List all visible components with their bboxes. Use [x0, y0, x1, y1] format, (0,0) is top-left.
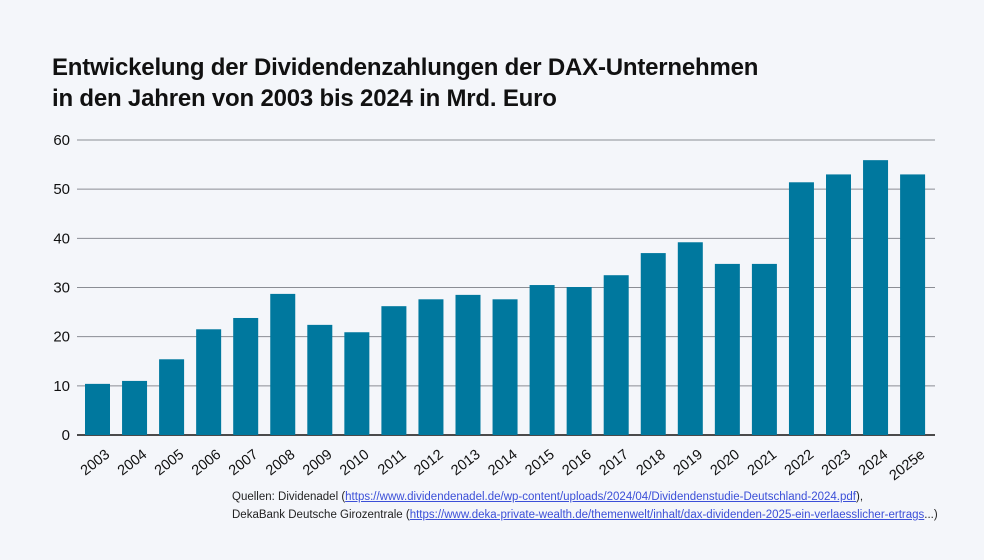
source-link-2[interactable]: https://www.deka-private-wealth.de/theme…	[409, 509, 925, 521]
x-tick-label: 2012	[411, 447, 446, 479]
bar-2006	[196, 329, 222, 435]
x-tick-label: 2016	[559, 447, 594, 479]
x-tick-label: 2023	[819, 447, 854, 479]
bar-2007	[233, 317, 259, 435]
bar-2013	[455, 294, 481, 435]
bar-2022	[788, 182, 814, 435]
x-tick-label: 2017	[597, 447, 632, 479]
bar-2004	[122, 380, 148, 435]
bar-2011	[381, 306, 407, 435]
bar-2003	[85, 383, 110, 435]
source-suffix: ...)	[924, 509, 938, 521]
source-prefix: Quellen: Dividenadel (	[232, 491, 346, 503]
y-tick-label: 10	[53, 378, 70, 395]
x-tick-label: 2003	[78, 447, 113, 479]
bar-2017	[603, 275, 629, 435]
y-tick-label: 30	[53, 280, 70, 297]
bar-2024	[863, 160, 889, 436]
source-link-1[interactable]: https://www.dividendenadel.de/wp-content…	[345, 491, 856, 503]
bar-chart: 0 10 20 30 40 50 60 2003 2004 2005 2006 2007 2008 200…	[53, 132, 935, 484]
x-tick-label: 2024	[856, 447, 891, 479]
title-line-1: Entwickelung der Dividendenzahlungen der…	[52, 54, 759, 81]
x-tick-label: 2022	[782, 447, 817, 479]
bar-2021	[751, 263, 777, 435]
chart-title: Entwickelung der Dividendenzahlungen der…	[52, 52, 758, 114]
y-tick-label: 40	[53, 230, 70, 247]
y-tick-label: 60	[53, 132, 70, 149]
x-tick-label: 2021	[745, 447, 780, 479]
x-tick-label: 2008	[263, 447, 298, 479]
source-sep: ),	[855, 491, 864, 503]
bar-2023	[826, 174, 851, 435]
x-tick-label: 2018	[634, 447, 669, 479]
x-tick-label: 2010	[337, 447, 372, 479]
x-tick-label: 2004	[115, 447, 150, 479]
bar-2010	[344, 332, 370, 435]
bar-2018	[640, 253, 666, 435]
bar-2014	[492, 299, 518, 435]
x-tick-label: 2011	[375, 447, 409, 479]
bar-2025e	[900, 174, 926, 435]
x-tick-label: 2019	[671, 447, 706, 479]
bar-2020	[714, 263, 740, 435]
bar-2009	[307, 324, 333, 435]
y-tick-label: 50	[53, 181, 70, 198]
y-tick-label: 20	[53, 329, 70, 346]
x-tick-label: 2014	[485, 447, 520, 479]
bar-2019	[677, 242, 703, 435]
bar-2016	[566, 287, 592, 435]
x-tick-label: 2007	[226, 447, 261, 479]
sources: Quellen: Dividenadel (https://www.divide…	[232, 488, 938, 524]
x-tick-label: 2009	[300, 447, 335, 479]
bar-2015	[529, 285, 555, 435]
source-prefix-2: DekaBank Deutsche Girozentrale (	[232, 509, 410, 521]
bar-2012	[418, 299, 444, 435]
x-tick-label: 2025e	[887, 447, 929, 484]
x-tick-label: 2020	[708, 447, 743, 479]
y-tick-label: 0	[62, 427, 70, 444]
x-tick-label: 2013	[448, 447, 483, 479]
bar-2008	[270, 293, 296, 435]
title-line-2: in den Jahren von 2003 bis 2024 in Mrd. …	[52, 85, 557, 112]
bar-2005	[159, 359, 185, 435]
x-tick-label: 2005	[152, 447, 187, 479]
x-tick-label: 2006	[189, 447, 224, 479]
x-tick-label: 2015	[522, 447, 557, 479]
